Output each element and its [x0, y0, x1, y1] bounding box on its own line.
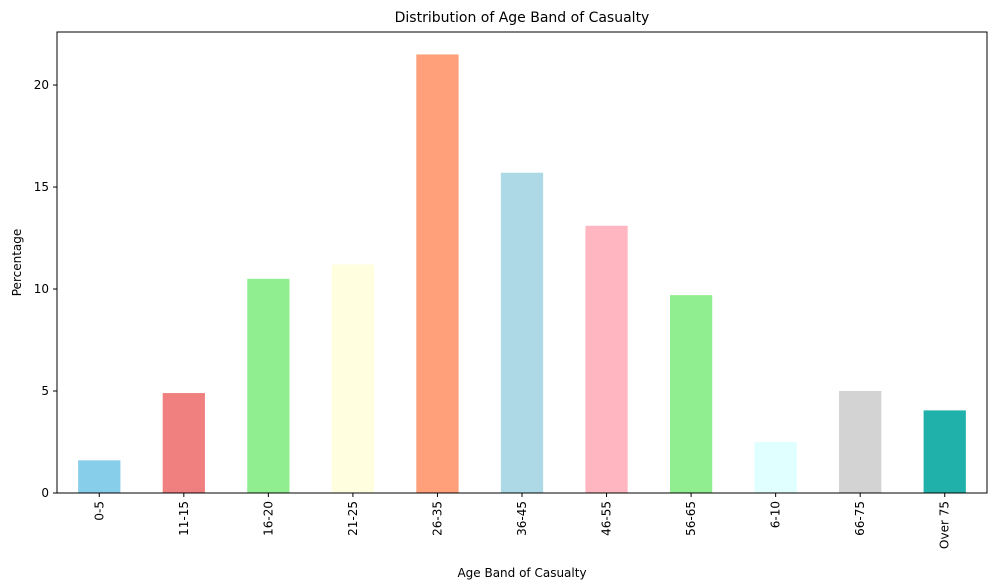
x-tick-label: 21-25	[346, 501, 360, 536]
x-tick-label: Over 75	[938, 501, 952, 549]
bar-46-55	[585, 225, 628, 493]
x-axis-label: Age Band of Casualty	[457, 566, 586, 580]
y-axis: 0 5 10 15 20	[34, 78, 57, 500]
bar-11-15	[162, 393, 205, 493]
x-tick-label: 0-5	[92, 501, 106, 521]
chart-title: Distribution of Age Band of Casualty	[395, 10, 650, 26]
bar-0-5	[78, 460, 121, 493]
bar-36-45	[500, 172, 544, 493]
x-axis: 0-5 11-15 16-20 21-25 26-35 36-45 46-55 56-65 6-…	[92, 493, 952, 549]
y-tick-label: 5	[41, 384, 49, 398]
bar-26-35	[416, 54, 459, 494]
x-tick-label: 46-55	[600, 501, 614, 536]
y-tick-label: 20	[34, 78, 49, 92]
y-tick-label: 10	[34, 282, 49, 296]
y-tick-label: 0	[41, 486, 49, 500]
x-tick-label: 11-15	[177, 501, 191, 536]
bar-over-75	[923, 410, 966, 493]
bar-16-20	[247, 278, 290, 493]
x-tick-label: 16-20	[261, 501, 275, 536]
y-tick-label: 15	[34, 180, 49, 194]
bar-21-25	[331, 264, 375, 493]
x-tick-label: 56-65	[684, 501, 698, 536]
x-tick-label: 36-45	[515, 501, 529, 536]
bar-56-65	[669, 295, 713, 493]
bars-group	[78, 54, 966, 494]
bar-66-75	[839, 391, 882, 493]
x-tick-label: 6-10	[769, 501, 783, 528]
bar-6-10	[754, 442, 797, 493]
y-axis-label: Percentage	[10, 229, 24, 297]
x-tick-label: 26-35	[430, 501, 444, 536]
x-tick-label: 66-75	[853, 501, 867, 536]
